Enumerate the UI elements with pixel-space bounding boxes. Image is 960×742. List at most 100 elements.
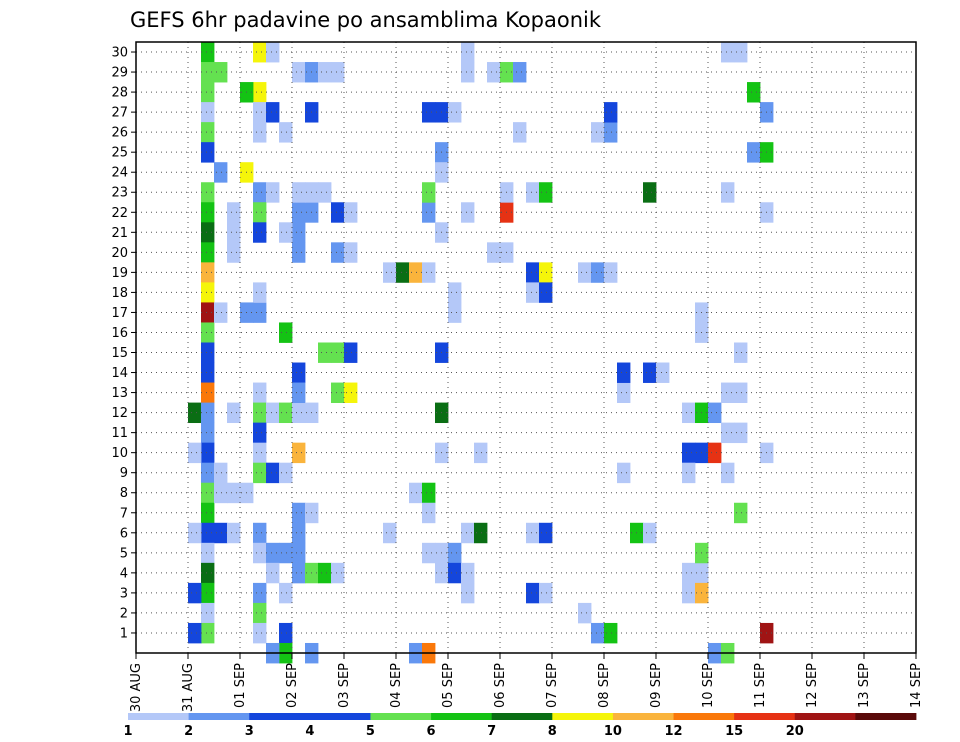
heatmap-cell (448, 302, 462, 323)
y-tick-label: 11 (111, 426, 128, 441)
heatmap-cell (292, 62, 306, 83)
heatmap-cell (253, 182, 267, 203)
heatmap-cell (201, 82, 215, 103)
heatmap-cell (201, 102, 215, 123)
heatmap-cell (292, 442, 306, 464)
y-tick-label: 21 (111, 226, 128, 241)
y-tick-label: 4 (120, 566, 128, 581)
heatmap-cell (656, 362, 670, 383)
y-tick-label: 27 (111, 106, 128, 121)
heatmap-cell (201, 182, 215, 203)
heatmap-cell (201, 602, 215, 624)
heatmap-cell (201, 622, 215, 644)
heatmap-cell (201, 582, 215, 604)
heatmap-cell (227, 482, 241, 504)
heatmap-cell (253, 542, 267, 564)
y-tick-label: 7 (120, 506, 128, 521)
heatmap-cell (318, 182, 332, 203)
heatmap-cell (396, 262, 410, 283)
plot-frame (135, 41, 917, 654)
heatmap-cell (461, 522, 475, 544)
heatmap-cell (526, 522, 540, 544)
heatmap-cell (201, 302, 215, 323)
y-tick-label: 28 (111, 86, 128, 101)
heatmap-cell (266, 402, 280, 424)
heatmap-cell (604, 622, 618, 644)
x-tick-label: 01 SEP (233, 663, 248, 708)
heatmap-cell (682, 582, 696, 604)
heatmap-cell (461, 62, 475, 83)
y-tick-label: 23 (111, 186, 128, 201)
heatmap-cell (721, 182, 735, 203)
heatmap-cell (409, 262, 423, 283)
y-tick-label: 24 (111, 166, 128, 181)
heatmap-cell (422, 262, 436, 283)
heatmap-cell (201, 382, 215, 403)
heatmap-cell (526, 282, 540, 303)
heatmap-cell (526, 582, 540, 604)
heatmap-cell (279, 542, 293, 564)
heatmap-cell (253, 382, 267, 403)
heatmap-cell (513, 62, 527, 83)
x-tick-label: 10 SEP (701, 663, 716, 708)
heatmap-cell (708, 442, 722, 464)
x-tick-label: 07 SEP (545, 663, 560, 708)
heatmap-cell (292, 242, 306, 263)
colorbar-swatch (794, 713, 856, 720)
heatmap-cell (604, 102, 618, 123)
heatmap-cell (201, 42, 215, 63)
heatmap-cell (266, 42, 280, 63)
heatmap-cell (461, 582, 475, 604)
heatmap-cell (539, 582, 553, 604)
heatmap-cell (591, 122, 605, 143)
colorbar-swatch (188, 713, 250, 720)
heatmap-cell (539, 262, 553, 283)
heatmap-cell (188, 442, 202, 464)
heatmap-cell (721, 422, 735, 444)
colorbar-swatch (370, 713, 432, 720)
heatmap-cell (344, 242, 358, 263)
heatmap-cell (253, 42, 267, 63)
heatmap-cell (331, 202, 345, 223)
heatmap-cell (422, 482, 436, 504)
heatmap-cell (266, 562, 280, 584)
heatmap-cell (279, 582, 293, 604)
heatmap-cell (643, 522, 657, 544)
heatmap-cell (253, 462, 267, 484)
heatmap-cell (253, 102, 267, 123)
heatmap-cell (526, 182, 540, 203)
heatmap-cell (448, 562, 462, 584)
heatmap-cell (461, 202, 475, 223)
heatmap-cell (292, 502, 306, 524)
heatmap-cell (292, 182, 306, 203)
heatmap-cell (448, 542, 462, 564)
heatmap-cell (201, 482, 215, 504)
heatmap-cell (201, 562, 215, 584)
heatmap-cell (266, 182, 280, 203)
colorbar-label: 10 (604, 724, 622, 739)
heatmap-cell (682, 562, 696, 584)
heatmap-cell (578, 602, 592, 624)
heatmap-cell (214, 522, 228, 544)
colorbar-swatch (128, 713, 190, 720)
colorbar-label: 12 (664, 724, 682, 739)
heatmap-cell (279, 222, 293, 243)
colorbar-swatch (612, 713, 674, 720)
heatmap-cell (214, 482, 228, 504)
heatmap-cell (591, 262, 605, 283)
heatmap-cell (422, 202, 436, 223)
heatmap-cell (422, 542, 436, 564)
heatmap-cell (721, 462, 735, 484)
heatmap-cell (188, 622, 202, 644)
heatmap-cell (279, 622, 293, 644)
heatmap-cell (422, 102, 436, 123)
heatmap-cell (188, 522, 202, 544)
y-tick-label: 6 (120, 526, 128, 541)
heatmap-cell (383, 522, 397, 544)
y-tick-label: 29 (111, 66, 128, 81)
heatmap-cell (344, 342, 358, 363)
y-tick-label: 3 (120, 586, 128, 601)
colorbar-label: 1 (123, 724, 132, 739)
heatmap-cell (591, 622, 605, 644)
heatmap-cell (292, 562, 306, 584)
